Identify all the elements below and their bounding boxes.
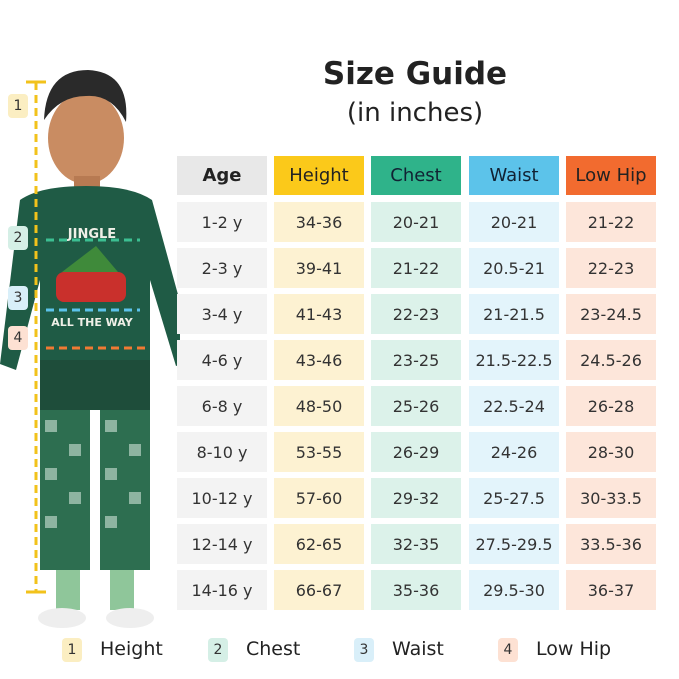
table-cell: 22-23: [371, 294, 461, 334]
table-cell: 27.5-29.5: [469, 524, 559, 564]
legend-label: Chest: [246, 638, 301, 660]
legend-number: 1: [62, 638, 82, 662]
table-cell: 21.5-22.5: [469, 340, 559, 380]
subtitle: (in inches): [346, 98, 484, 128]
table-cell: 35-36: [371, 570, 461, 610]
table-cell: 33.5-36: [566, 524, 656, 564]
table-cell: 53-55: [274, 432, 364, 472]
title: Size Guide: [322, 56, 508, 92]
table-cell: 14-16 y: [177, 570, 267, 610]
table-cell: 21-22: [566, 202, 656, 242]
table-cell: 21-22: [371, 248, 461, 288]
table-cell: 34-36: [274, 202, 364, 242]
legend-number: 4: [498, 638, 518, 662]
column-header: Low Hip: [566, 156, 656, 195]
table-cell: 10-12 y: [177, 478, 267, 518]
shirt-text: JINGLE: [67, 227, 116, 242]
table-cell: 3-4 y: [177, 294, 267, 334]
table-cell: 24.5-26: [566, 340, 656, 380]
table-cell: 26-29: [371, 432, 461, 472]
column-header: Chest: [371, 156, 461, 195]
table-cell: 30-33.5: [566, 478, 656, 518]
legend-label: Waist: [392, 638, 444, 660]
table-cell: 8-10 y: [177, 432, 267, 472]
table-cell: 66-67: [274, 570, 364, 610]
table-cell: 28-30: [566, 432, 656, 472]
table-cell: 23-25: [371, 340, 461, 380]
table-cell: 24-26: [469, 432, 559, 472]
table-cell: 39-41: [274, 248, 364, 288]
table-cell: 4-6 y: [177, 340, 267, 380]
legend-label: Height: [100, 638, 163, 660]
legend-label: Low Hip: [536, 638, 612, 660]
table-cell: 57-60: [274, 478, 364, 518]
column-header: Age: [177, 156, 267, 195]
table-cell: 25-26: [371, 386, 461, 426]
table-cell: 22-23: [566, 248, 656, 288]
figure-marker: 1: [8, 94, 28, 118]
figure-marker: 4: [8, 326, 28, 350]
legend-number: 3: [354, 638, 374, 662]
table-cell: 23-24.5: [566, 294, 656, 334]
table-cell: 62-65: [274, 524, 364, 564]
child-figure: JINGLE ALL THE WAY: [0, 70, 180, 628]
table-cell: 20.5-21: [469, 248, 559, 288]
shirt-text: ALL THE WAY: [51, 316, 134, 329]
table-cell: 20-21: [371, 202, 461, 242]
table-cell: 48-50: [274, 386, 364, 426]
table-cell: 26-28: [566, 386, 656, 426]
column-header: Waist: [469, 156, 559, 195]
table-cell: 25-27.5: [469, 478, 559, 518]
table-cell: 32-35: [371, 524, 461, 564]
legend-number: 2: [208, 638, 228, 662]
figure-marker: 2: [8, 226, 28, 250]
table-cell: 21-21.5: [469, 294, 559, 334]
table-cell: 12-14 y: [177, 524, 267, 564]
figure-marker: 3: [8, 286, 28, 310]
table-cell: 43-46: [274, 340, 364, 380]
column-header: Height: [274, 156, 364, 195]
table-cell: 29.5-30: [469, 570, 559, 610]
table-cell: 2-3 y: [177, 248, 267, 288]
table-cell: 22.5-24: [469, 386, 559, 426]
table-cell: 36-37: [566, 570, 656, 610]
table-cell: 6-8 y: [177, 386, 267, 426]
table-cell: 20-21: [469, 202, 559, 242]
table-cell: 29-32: [371, 478, 461, 518]
table-cell: 1-2 y: [177, 202, 267, 242]
table-cell: 41-43: [274, 294, 364, 334]
